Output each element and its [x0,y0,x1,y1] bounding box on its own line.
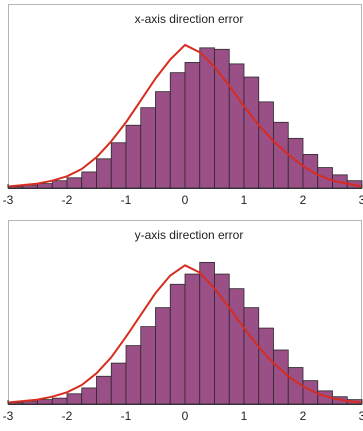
chart-title: y-axis direction error [135,228,244,242]
histogram-bar [228,63,245,189]
x-tick-label: 0 [182,193,189,207]
histogram-bar [66,177,83,189]
x-tick-label: 2 [300,193,307,207]
histogram-bar [169,72,186,189]
histogram-bar [81,171,97,189]
histogram-bar [273,121,289,189]
x-tick-label: 0 [182,409,189,423]
histogram-bar [199,261,215,405]
histogram-bar [66,393,83,405]
histogram-bar [228,288,245,405]
x-tick-label: 3 [359,193,363,207]
histogram-bar [155,307,171,405]
histogram-bar [214,273,230,405]
histogram-bar [184,273,201,405]
x-tick-label: -2 [62,193,73,207]
histogram-bar [199,47,215,189]
histogram-bar [81,387,97,405]
histogram-bar [110,362,127,405]
x-tick-label: 3 [359,409,363,423]
histogram-bar [273,349,289,405]
histogram-bar [125,124,142,189]
fit-curve [7,43,363,188]
x-tick-label: -2 [62,409,73,423]
x-tick-label: -3 [3,409,14,423]
histogram-bar [51,180,68,189]
histogram-bar [184,62,201,189]
histogram-bar [96,158,112,189]
x-tick-label: -1 [121,193,132,207]
histogram-bar [37,399,53,405]
chart-panel-2: -3 -2 -1 0 1 2 3 y-axis direction error [3,220,363,423]
histogram-bar [258,327,274,405]
x-tick-label: -1 [121,409,132,423]
histogram-bar [169,283,186,405]
chart-panel-1: -3 -2 -1 0 1 2 3 x-axis direction error [3,4,363,207]
chart-title: x-axis direction error [135,12,244,26]
histogram-bar [125,345,142,405]
histogram-bar [140,107,156,189]
x-tick-label: 2 [300,409,307,423]
histogram-bar [155,91,171,189]
x-tick-label: 1 [241,409,248,423]
x-tick-label: -3 [3,193,14,207]
histogram-bar [96,375,112,405]
histogram-bar [51,397,68,405]
fit-curve [7,264,363,404]
histogram-bar [110,142,127,189]
histogram-bar [37,183,53,189]
x-tick-label: 1 [241,193,248,207]
histogram-bar [258,101,274,189]
histogram-bar [243,307,260,405]
histogram-bar [243,76,260,189]
histogram-bar [140,326,156,405]
